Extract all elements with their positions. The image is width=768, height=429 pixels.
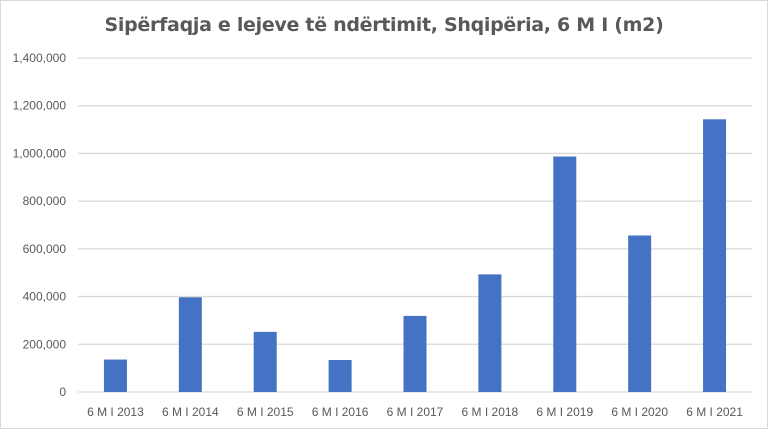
- x-tick-label: 6 M I 2020: [611, 405, 668, 419]
- y-tick-label: 400,000: [23, 290, 67, 304]
- bar: [103, 359, 127, 392]
- y-tick-label: 0: [59, 385, 66, 399]
- x-tick-label: 6 M I 2016: [312, 405, 369, 419]
- x-tick-label: 6 M I 2014: [162, 405, 219, 419]
- y-tick-label: 600,000: [23, 242, 67, 256]
- x-tick-label: 6 M I 2021: [686, 405, 743, 419]
- bar: [553, 156, 577, 392]
- chart-title: Sipërfaqja e lejeve të ndërtimit, Shqipë…: [104, 14, 664, 36]
- bar: [253, 331, 277, 392]
- bar: [403, 315, 427, 392]
- y-tick-label: 200,000: [23, 337, 67, 351]
- x-tick-label: 6 M I 2018: [462, 405, 519, 419]
- x-tick-label: 6 M I 2015: [237, 405, 294, 419]
- bar: [703, 119, 727, 392]
- bar: [628, 235, 652, 392]
- x-tick-label: 6 M I 2017: [387, 405, 444, 419]
- y-tick-label: 1,400,000: [13, 51, 67, 65]
- bar: [178, 297, 202, 392]
- bar: [328, 360, 352, 392]
- y-tick-label: 1,000,000: [13, 146, 67, 160]
- x-tick-label: 6 M I 2013: [87, 405, 144, 419]
- bar: [478, 274, 502, 392]
- y-tick-label: 1,200,000: [13, 99, 67, 113]
- y-tick-label: 800,000: [23, 194, 67, 208]
- x-tick-label: 6 M I 2019: [536, 405, 593, 419]
